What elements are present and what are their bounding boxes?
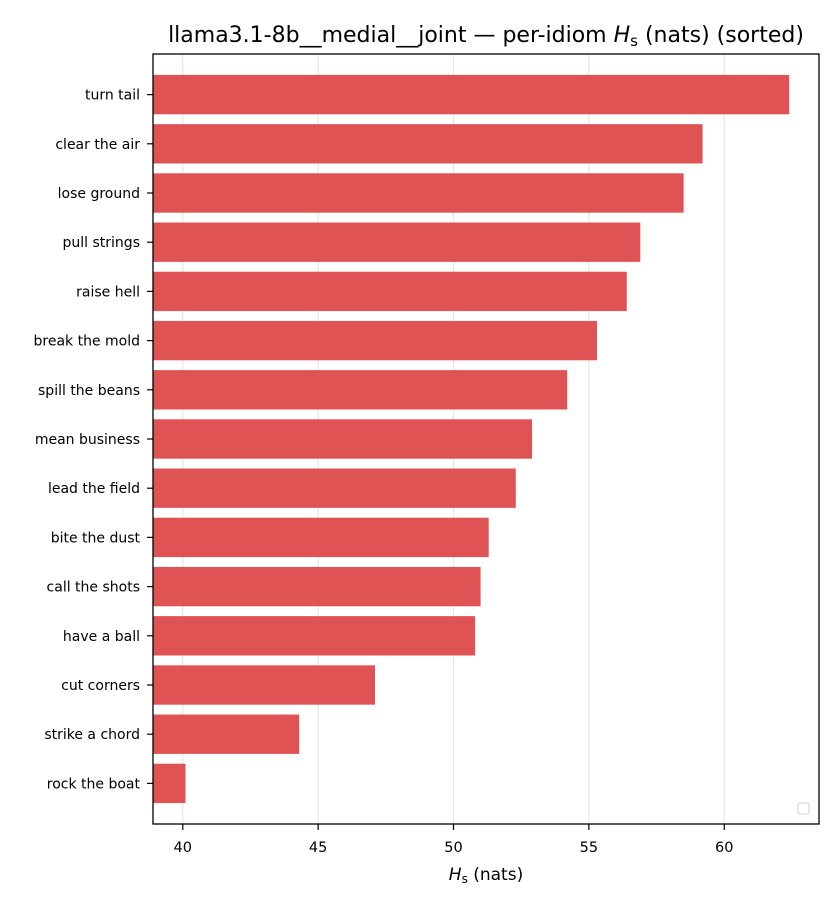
y-tick-label: strike a chord — [44, 727, 140, 743]
chart-title-symbol: H — [614, 23, 631, 48]
bars — [153, 74, 790, 804]
bar — [153, 714, 300, 754]
y-tick-label: rock the boat — [47, 776, 141, 792]
x-axis-label: Hs (nats) — [449, 865, 523, 886]
y-tick-label: call the shots — [47, 580, 140, 596]
x-tick-label: 40 — [174, 840, 192, 856]
bar — [153, 468, 516, 508]
x-tick-label: 60 — [715, 840, 733, 856]
y-tick-label: mean business — [35, 432, 140, 448]
y-tick-label: clear the air — [55, 137, 140, 153]
x-axis-ticks: 40 45 50 55 60 — [174, 824, 733, 856]
x-axis-label-subscript: s — [462, 872, 468, 886]
bar — [153, 173, 684, 213]
y-axis-ticks: turn tail clear the air lose ground pull st… — [34, 88, 153, 792]
bar — [153, 124, 703, 164]
bar — [153, 665, 375, 705]
y-tick-label: raise hell — [76, 284, 140, 300]
chart-title-subscript: s — [630, 32, 638, 50]
y-tick-label: spill the beans — [38, 383, 140, 399]
y-tick-label: bite the dust — [51, 530, 141, 546]
bar — [153, 74, 790, 115]
x-axis-label-suffix: (nats) — [468, 865, 523, 885]
x-axis-label-symbol: H — [449, 865, 462, 885]
y-tick-label: pull strings — [63, 235, 140, 251]
y-tick-label: have a ball — [63, 629, 140, 645]
y-tick-label: lead the field — [48, 481, 140, 497]
bar — [153, 222, 641, 262]
bar — [153, 763, 186, 804]
y-tick-label: lose ground — [58, 186, 140, 202]
legend-box — [797, 802, 810, 815]
x-tick-label: 55 — [580, 840, 598, 856]
y-tick-label: cut corners — [61, 678, 140, 694]
bar — [153, 419, 533, 459]
y-tick-label: break the mold — [34, 334, 141, 350]
bar — [153, 271, 627, 312]
chart-title: llama3.1-8b__medial__joint — per-idiom H… — [168, 23, 804, 50]
x-tick-label: 45 — [309, 840, 327, 856]
bar — [153, 517, 489, 558]
x-tick-label: 50 — [444, 840, 462, 856]
y-tick-label: turn tail — [85, 88, 140, 104]
bar — [153, 320, 597, 361]
bar — [153, 566, 481, 607]
bar — [153, 616, 476, 656]
chart-title-suffix: (nats) (sorted) — [638, 23, 804, 48]
bar — [153, 370, 568, 410]
chart-title-prefix: llama3.1-8b__medial__joint — per-idiom — [168, 23, 614, 48]
